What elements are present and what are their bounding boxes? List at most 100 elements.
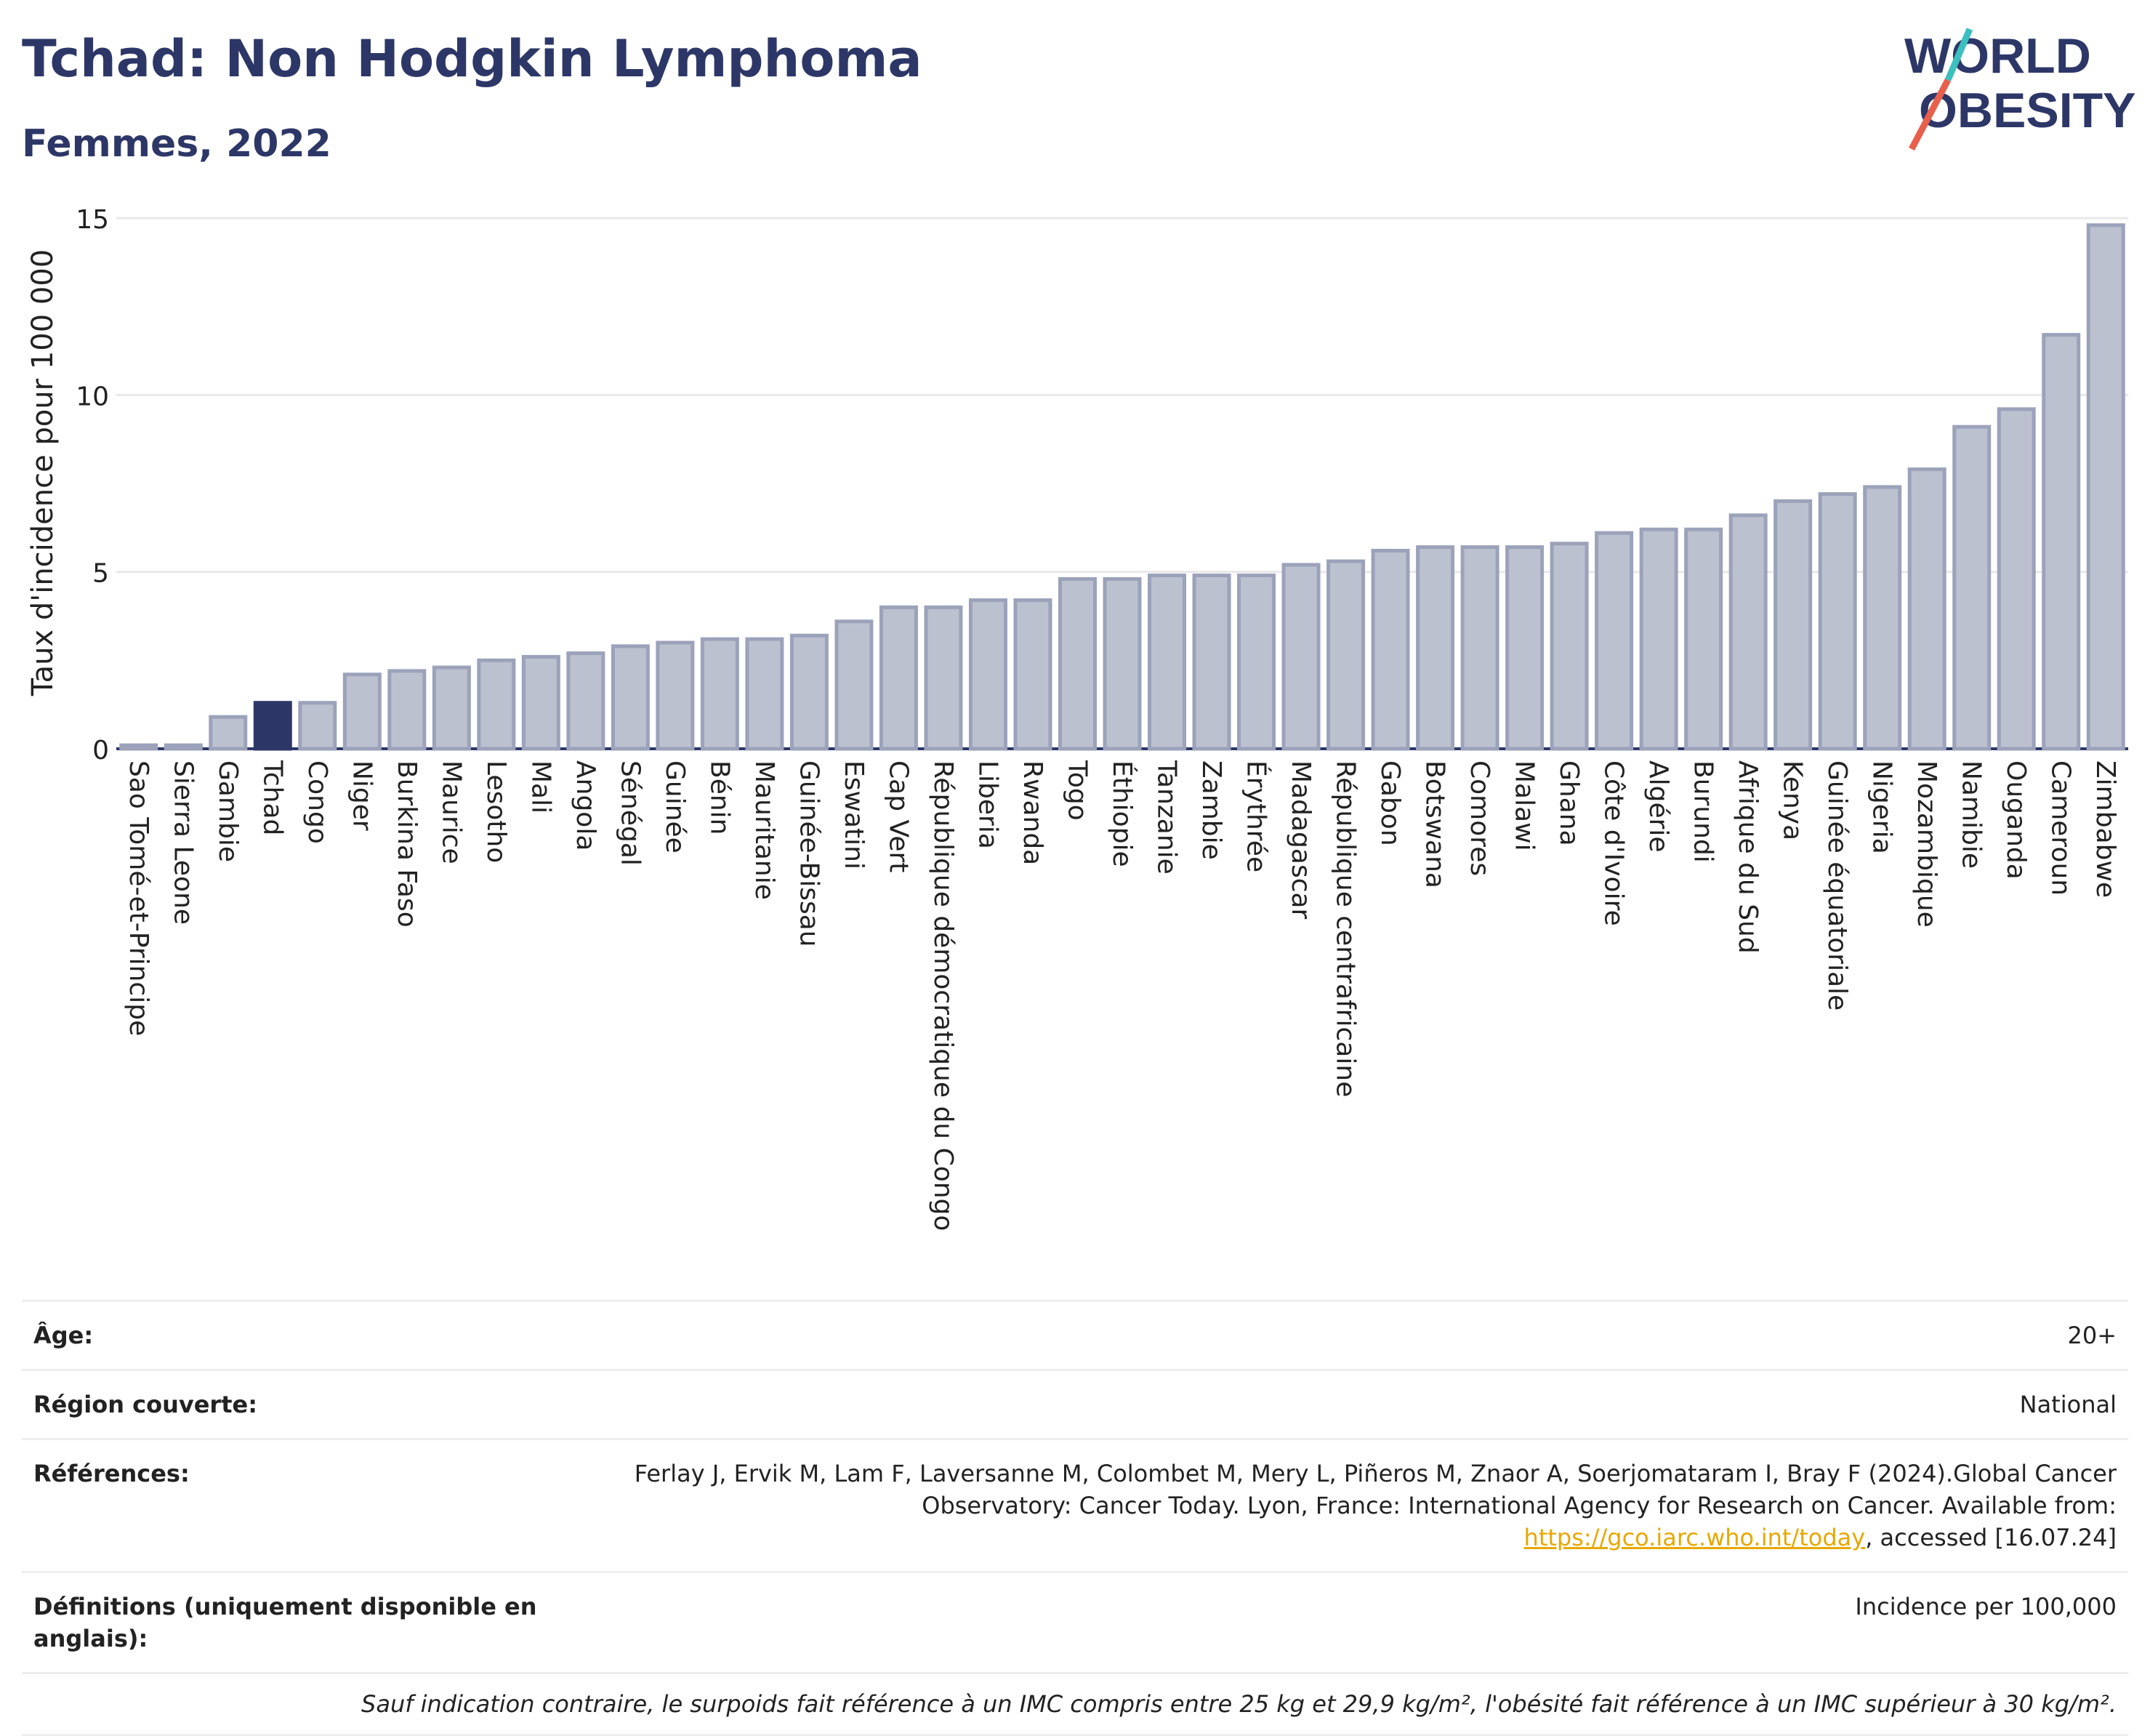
logo-slash-red <box>1909 78 1951 151</box>
meta-row-definitions: Définitions (uniquement disponible en an… <box>22 1571 2128 1674</box>
x-tick-label: Nigeria <box>1867 760 1897 854</box>
world-obesity-logo: WORLD OBESITY <box>1904 28 2136 151</box>
x-tick-label: Zambie <box>1196 760 1226 860</box>
bar-liberia <box>968 598 1007 751</box>
x-tick-label: Guinée équatoriale <box>1822 760 1852 1010</box>
region-label: Région couverte: <box>33 1391 257 1418</box>
x-tick-label: Ouganda <box>2001 760 2031 880</box>
bar-layer <box>119 223 2125 751</box>
bar-s-n-gal <box>611 644 650 751</box>
x-tick-label: Comores <box>1465 760 1494 876</box>
x-tick-label: Bénin <box>704 760 734 835</box>
bar-c-te-d-ivoire <box>1595 531 1634 751</box>
bar-niger <box>342 672 382 751</box>
logo-slash-teal <box>1944 28 1973 81</box>
bar-sao-tom-et-principe <box>119 743 158 751</box>
x-tick-label: Niger <box>347 760 377 831</box>
bar-comores <box>1460 545 1499 751</box>
bar-r-publique-centrafricaine <box>1326 559 1366 751</box>
meta-row-age: Âge: 20+ <box>22 1300 2128 1369</box>
bar-madagascar <box>1281 563 1321 751</box>
meta-row-region: Région couverte: National <box>22 1369 2128 1438</box>
bar-cap-vert <box>879 605 918 751</box>
age-label: Âge: <box>33 1322 94 1349</box>
references-accessed: , accessed [16.07.24] <box>1865 1524 2117 1551</box>
y-tick-label: 15 <box>76 205 109 235</box>
x-tick-label: Maurice <box>436 760 466 864</box>
bar-rwanda <box>1013 598 1052 751</box>
x-tick-label: Namibie <box>1957 760 1986 869</box>
bar-tchad <box>253 701 292 751</box>
bar-mozambique <box>1907 467 1946 751</box>
bar-afrique-du-sud <box>1728 513 1768 751</box>
references-label: Références: <box>33 1460 190 1487</box>
x-tick-label: Tchad <box>257 760 287 835</box>
bar-alg-rie <box>1639 527 1678 751</box>
bar-burkina-faso <box>387 669 427 751</box>
bar-mauritanie <box>745 637 784 751</box>
bar-maurice <box>432 665 471 751</box>
bar-tanzanie <box>1148 574 1187 751</box>
bar-zambie <box>1192 574 1231 751</box>
meta-row-references: Références: Ferlay J, Ervik M, Lam F, La… <box>22 1438 2128 1571</box>
x-tick-label: République démocratique du Congo <box>928 760 958 1231</box>
metadata-table: Âge: 20+ Région couverte: National Référ… <box>22 1300 2128 1736</box>
chart-title: Tchad: Non Hodgkin Lymphoma <box>22 29 922 89</box>
x-tick-label: Éthiopie <box>1107 760 1138 867</box>
x-tick-label: Liberia <box>973 760 1002 849</box>
bar-nigeria <box>1863 485 1902 751</box>
x-tick-label: Mali <box>526 760 555 813</box>
x-tick-label: Burundi <box>1688 760 1718 863</box>
age-value: 20+ <box>2067 1322 2117 1349</box>
bar--thiopie <box>1103 576 1142 751</box>
bar-gambie <box>209 715 248 751</box>
bar-guin-e-quatoriale <box>1818 492 1857 751</box>
bar-gabon <box>1371 548 1410 751</box>
bar-namibie <box>1952 425 1992 751</box>
bar-cameroun <box>2042 333 2081 751</box>
x-tick-label: Cap Vert <box>883 760 913 872</box>
bar-chart: 0 5 10 15 Sao Tomé-et-Principe Sierra Leone Ga… <box>26 205 2128 1231</box>
bar-burundi <box>1684 527 1723 751</box>
bar-lesotho <box>477 658 516 751</box>
x-tick-label: Sao Tomé-et-Principe <box>124 760 153 1036</box>
bar-eswatini <box>834 619 874 751</box>
bar-botswana <box>1416 545 1455 751</box>
y-axis-label: Taux d'incidence pour 100 000 <box>26 249 60 696</box>
bar-malawi <box>1505 545 1545 751</box>
bar-mali <box>521 654 560 751</box>
bar-ghana <box>1550 542 1589 751</box>
x-tick-label: Togo <box>1062 760 1092 821</box>
references-value: Ferlay J, Ervik M, Lam F, Laversanne M, … <box>590 1458 2117 1554</box>
bar-sierra-leone <box>164 743 203 751</box>
x-tick-label: Congo <box>302 760 332 844</box>
x-tick-label: Tanzanie <box>1152 760 1182 875</box>
logo-line1: WORLD <box>1904 28 2091 84</box>
x-tick-label: Malawi <box>1510 760 1539 851</box>
x-tick-label: Algérie <box>1643 760 1673 853</box>
y-tick-label: 0 <box>92 736 109 765</box>
x-tick-label: Cameroun <box>2046 760 2076 896</box>
label-layer: 0 5 10 15 Sao Tomé-et-Principe Sierra Leone Ga… <box>76 205 2120 1231</box>
bar-kenya <box>1773 499 1813 751</box>
references-link[interactable]: https://gco.iarc.who.int/today <box>1523 1524 1866 1551</box>
x-tick-label: Mozambique <box>1912 760 1941 928</box>
definitions-label: Définitions (uniquement disponible en an… <box>33 1593 537 1652</box>
bar-angola <box>566 651 605 751</box>
y-tick-label: 10 <box>76 382 109 411</box>
bar-zimbabwe <box>2086 223 2125 751</box>
x-tick-label: Côte d'Ivoire <box>1599 760 1629 926</box>
bar-togo <box>1058 576 1097 751</box>
bar-guin-e <box>656 640 695 751</box>
bar-ouganda <box>1997 407 2036 751</box>
y-tick-label: 5 <box>92 559 109 589</box>
x-tick-label: Botswana <box>1420 760 1450 888</box>
x-tick-label: Gambie <box>213 760 243 862</box>
x-tick-label: Kenya <box>1778 760 1808 840</box>
x-tick-label: Sénégal <box>615 760 645 866</box>
x-tick-label: Guinée-Bissau <box>794 760 824 947</box>
x-tick-label: Ghana <box>1554 760 1584 846</box>
x-tick-label: Zimbabwe <box>2090 760 2120 898</box>
region-value: National <box>2019 1391 2117 1418</box>
x-tick-label: Guinée <box>660 760 690 853</box>
